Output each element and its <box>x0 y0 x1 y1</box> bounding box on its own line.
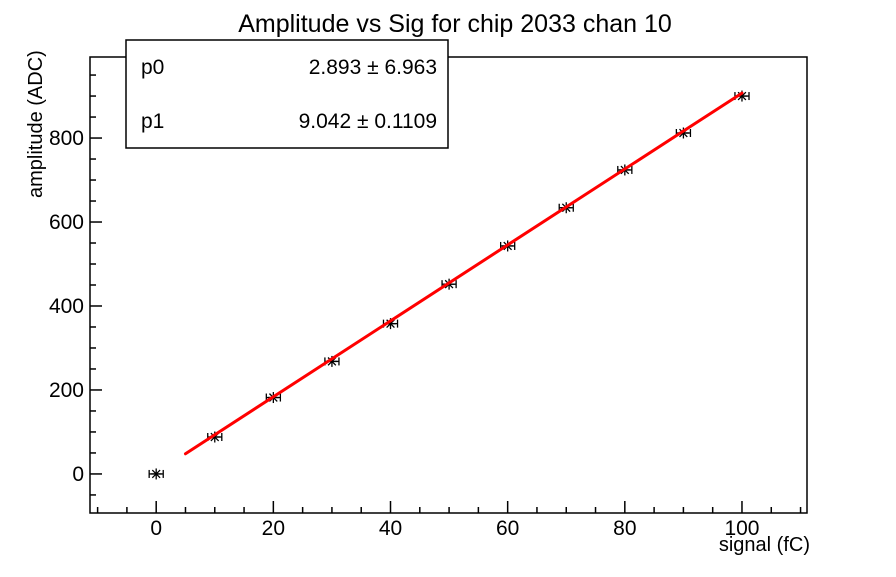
stats-p1-value: 9.042 ± 0.1109 <box>299 110 437 133</box>
x-tick-label: 100 <box>724 517 759 540</box>
stats-p1-label: p1 <box>141 110 164 133</box>
y-tick-label: 600 <box>49 211 84 234</box>
stats-p0-label: p0 <box>141 56 164 79</box>
stats-p0-value: 2.893 ± 6.963 <box>309 56 437 79</box>
x-tick-label: 20 <box>262 517 285 540</box>
axis-tick-labels: 0 20 40 60 80 100 0 200 400 600 800 <box>49 127 760 540</box>
y-tick-label: 0 <box>72 463 84 486</box>
stats-box: p0 2.893 ± 6.963 p1 9.042 ± 0.1109 <box>125 39 449 149</box>
asterisk-marker <box>386 319 395 328</box>
y-axis-title: amplitude (ADC) <box>25 50 47 198</box>
asterisk-marker <box>151 469 161 479</box>
x-tick-label: 0 <box>150 517 162 540</box>
y-tick-label: 800 <box>49 127 84 150</box>
x-tick-label: 60 <box>496 517 519 540</box>
x-tick-label: 80 <box>613 517 636 540</box>
asterisk-marker <box>737 91 747 101</box>
y-tick-label: 400 <box>49 295 84 318</box>
plot-title: Amplitude vs Sig for chip 2033 chan 10 <box>238 10 672 38</box>
stats-box-frame <box>125 39 449 149</box>
x-axis-title: signal (fC) <box>719 534 810 556</box>
fit-line-segment <box>183 91 744 456</box>
axis-ticks <box>90 74 802 513</box>
fit-line <box>183 91 744 456</box>
data-point <box>148 468 164 480</box>
y-tick-label: 200 <box>49 379 84 402</box>
x-tick-label: 40 <box>379 517 402 540</box>
